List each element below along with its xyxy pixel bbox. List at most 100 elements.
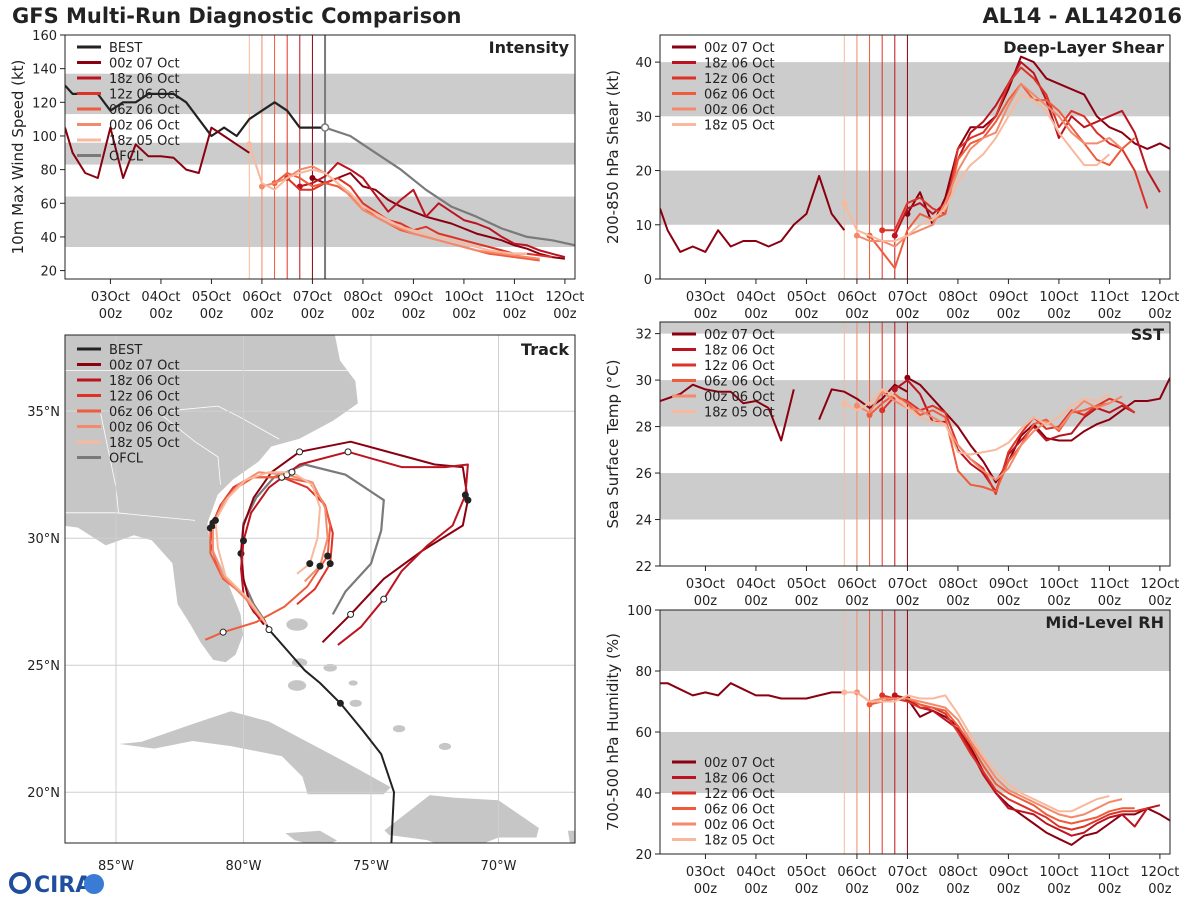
legend-entry: 12z 06 Oct: [704, 787, 775, 802]
series-line-pre-storm: [65, 126, 250, 179]
x-tick-label: 12Oct: [1140, 577, 1179, 592]
legend-entry: 00z 07 Oct: [109, 57, 180, 72]
track-day-marker: [296, 448, 304, 456]
legend-entry: 18z 05 Oct: [109, 134, 180, 149]
x-tick-label: 00z: [896, 882, 920, 897]
y-tick-label: 28: [635, 421, 652, 436]
y-tick-label: 20: [40, 265, 57, 280]
run-start-dot: [866, 411, 873, 418]
track-day-marker: [324, 552, 332, 560]
y-tick-label: 10: [635, 219, 652, 234]
y-axis-label: Sea Surface Temp (°C): [604, 359, 622, 528]
legend-entry: 18z 05 Oct: [704, 406, 775, 421]
x-tick-label: 00z: [351, 307, 375, 322]
land-island: [286, 618, 308, 631]
x-tick-label: 00z: [452, 307, 476, 322]
y-tick-label: 160: [32, 29, 57, 44]
x-tick-label: 00z: [694, 307, 718, 322]
legend-entry: 12z 06 Oct: [704, 359, 775, 374]
x-tick-label: 00z: [402, 307, 426, 322]
legend-entry: 18z 05 Oct: [704, 119, 775, 134]
legend-entry: 12z 06 Oct: [109, 88, 180, 103]
x-tick-label: 09Oct: [989, 865, 1028, 880]
legend-entry: 18z 06 Oct: [704, 772, 775, 787]
x-tick-label: 00z: [946, 882, 970, 897]
x-tick-label: 07Oct: [888, 577, 927, 592]
series-line-pre-storm: [660, 175, 846, 253]
x-tick-label: 00z: [1047, 882, 1071, 897]
track-day-marker: [211, 516, 219, 524]
land-jamaica: [283, 829, 339, 843]
track-line-18z-06-oct: [240, 450, 469, 646]
series-line-12z-06-oct: [881, 395, 1136, 495]
run-start-dot: [309, 175, 316, 182]
legend-entry: 12z 06 Oct: [109, 390, 180, 405]
land-puerto-rico: [566, 829, 575, 843]
track-day-marker: [336, 699, 344, 707]
y-tick-label: 100: [32, 130, 57, 145]
x-tick-label: 07Oct: [888, 865, 927, 880]
series-group-sst: [660, 374, 1170, 495]
land-island: [348, 680, 358, 686]
y-tick-label: 30: [635, 374, 652, 389]
x-tick-label: 00z: [301, 307, 325, 322]
land-island: [392, 725, 406, 733]
y-tick-label: 24: [635, 514, 652, 529]
x-tick-label: 07Oct: [888, 290, 927, 305]
run-start-dot: [853, 402, 860, 409]
land-us-southeast: [65, 335, 359, 664]
legend-entry: 06z 06 Oct: [109, 103, 180, 118]
panel-frame: [64, 34, 576, 280]
x-tick-label: 00z: [694, 594, 718, 609]
series-line-12z-06-oct: [881, 694, 1148, 831]
y-axis-label: 700-500 hPa Humidity (%): [604, 633, 622, 831]
series-group-shear: [660, 55, 1170, 270]
run-start-dot: [879, 227, 886, 234]
y-tick-label: 0: [644, 273, 652, 288]
x-tick-label: 11Oct: [1090, 290, 1129, 305]
figure-title: GFS Multi-Run Diagnostic Comparison: [12, 4, 462, 28]
lat-tick-label: 25°N: [27, 659, 60, 674]
x-tick-label: 12Oct: [1140, 290, 1179, 305]
x-tick-label: 00z: [1098, 307, 1122, 322]
legend-entry: 00z 06 Oct: [704, 818, 775, 833]
shade-band: [660, 473, 1170, 520]
x-tick-label: 09Oct: [989, 290, 1028, 305]
x-tick-label: 00z: [845, 882, 869, 897]
legend-entry: 06z 06 Oct: [109, 405, 180, 420]
track-line-06z-06-oct: [204, 476, 332, 641]
track-day-marker: [265, 626, 273, 634]
run-start-dot: [879, 692, 886, 699]
x-tick-label: 05Oct: [787, 290, 826, 305]
shade-band: [660, 62, 1170, 117]
x-tick-label: 03Oct: [91, 290, 130, 305]
panel-intensity: 20 40 60 80 100 120 140 160 03Oct 00z 04Oct 00z 05Oc…: [9, 29, 584, 322]
panel-title: SST: [1131, 325, 1164, 344]
land-island: [349, 699, 362, 707]
x-tick-label: 08Oct: [938, 577, 977, 592]
x-tick-label: 00z: [250, 307, 274, 322]
panel-title: Intensity: [489, 38, 570, 57]
y-tick-label: 120: [32, 96, 57, 111]
legend-entry: 00z 07 Oct: [704, 41, 775, 56]
series-line-06z-06-oct: [869, 697, 1135, 825]
run-start-dot: [841, 400, 848, 407]
track-day-marker: [316, 562, 324, 570]
logo-globe: [84, 874, 104, 894]
x-tick-label: 08Oct: [938, 865, 977, 880]
shade-band: [660, 170, 1170, 225]
y-tick-label: 40: [40, 231, 57, 246]
legend-entry: 06z 06 Oct: [704, 803, 775, 818]
y-tick-label: 80: [40, 164, 57, 179]
series-group-rh: [660, 682, 1170, 846]
x-tick-label: 00z: [795, 307, 819, 322]
shade-band: [65, 142, 575, 165]
x-tick-label: 09Oct: [989, 577, 1028, 592]
legend-entry: 00z 06 Oct: [704, 103, 775, 118]
x-tick-label: 00z: [1098, 882, 1122, 897]
series-line-00z-07-oct: [312, 172, 566, 260]
panel-rh: 20 40 60 80 100 03Oct 00z 04Oct 00z 05Oct 00z 06Oct…: [604, 604, 1179, 897]
x-tick-label: 00z: [149, 307, 173, 322]
series-line-00z-07-oct: [906, 55, 1170, 226]
x-tick-label: 00z: [795, 594, 819, 609]
